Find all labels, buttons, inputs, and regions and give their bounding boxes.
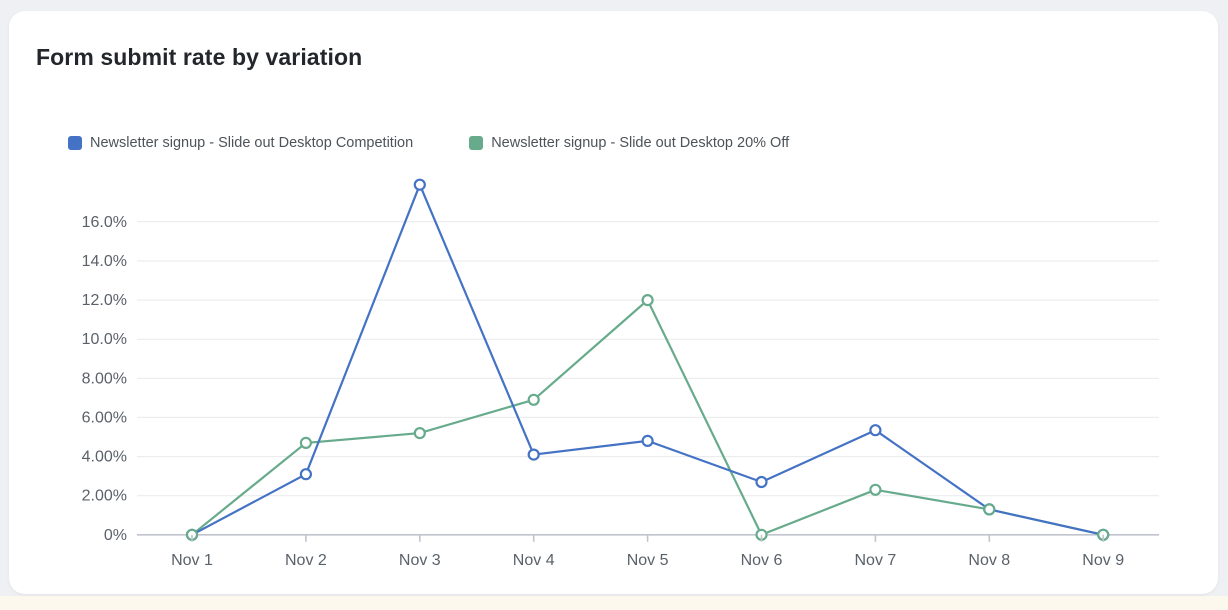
svg-text:0%: 0% [104,527,127,544]
svg-text:12.0%: 12.0% [82,292,127,309]
svg-text:14.0%: 14.0% [82,253,127,270]
svg-text:4.00%: 4.00% [82,449,127,466]
svg-text:10.0%: 10.0% [82,331,127,348]
svg-text:Nov 9: Nov 9 [1082,552,1124,569]
svg-text:Nov 8: Nov 8 [968,552,1010,569]
svg-text:Nov 1: Nov 1 [171,552,213,569]
svg-text:6.00%: 6.00% [82,409,127,426]
svg-text:Nov 3: Nov 3 [399,552,441,569]
svg-text:Nov 7: Nov 7 [855,552,897,569]
svg-text:16.0%: 16.0% [82,214,127,231]
svg-text:Nov 4: Nov 4 [513,552,555,569]
svg-text:2.00%: 2.00% [82,488,127,505]
svg-text:Nov 6: Nov 6 [741,552,783,569]
svg-text:Nov 2: Nov 2 [285,552,327,569]
svg-text:Nov 5: Nov 5 [627,552,669,569]
svg-text:8.00%: 8.00% [82,370,127,387]
